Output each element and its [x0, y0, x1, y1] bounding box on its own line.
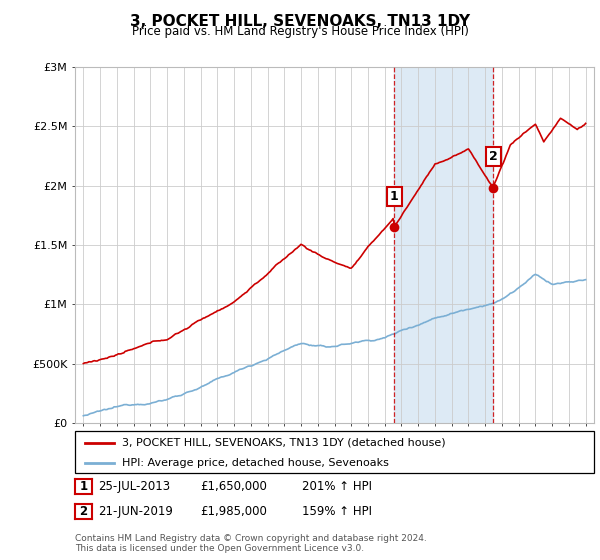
Text: 21-JUN-2019: 21-JUN-2019: [98, 505, 173, 518]
Text: 2: 2: [488, 150, 497, 163]
Text: 201% ↑ HPI: 201% ↑ HPI: [302, 480, 372, 493]
Text: HPI: Average price, detached house, Sevenoaks: HPI: Average price, detached house, Seve…: [122, 458, 389, 468]
Text: 3, POCKET HILL, SEVENOAKS, TN13 1DY: 3, POCKET HILL, SEVENOAKS, TN13 1DY: [130, 14, 470, 29]
FancyBboxPatch shape: [75, 431, 594, 473]
Text: 1: 1: [390, 190, 398, 203]
Text: Price paid vs. HM Land Registry's House Price Index (HPI): Price paid vs. HM Land Registry's House …: [131, 25, 469, 38]
Text: Contains HM Land Registry data © Crown copyright and database right 2024.
This d: Contains HM Land Registry data © Crown c…: [75, 534, 427, 553]
Text: 1: 1: [79, 480, 88, 493]
Text: 3, POCKET HILL, SEVENOAKS, TN13 1DY (detached house): 3, POCKET HILL, SEVENOAKS, TN13 1DY (det…: [122, 438, 445, 448]
Bar: [394, 67, 493, 423]
Text: 2: 2: [79, 505, 88, 518]
Text: £1,650,000: £1,650,000: [200, 480, 266, 493]
Text: 159% ↑ HPI: 159% ↑ HPI: [302, 505, 372, 518]
Text: £1,985,000: £1,985,000: [200, 505, 266, 518]
Text: 25-JUL-2013: 25-JUL-2013: [98, 480, 170, 493]
